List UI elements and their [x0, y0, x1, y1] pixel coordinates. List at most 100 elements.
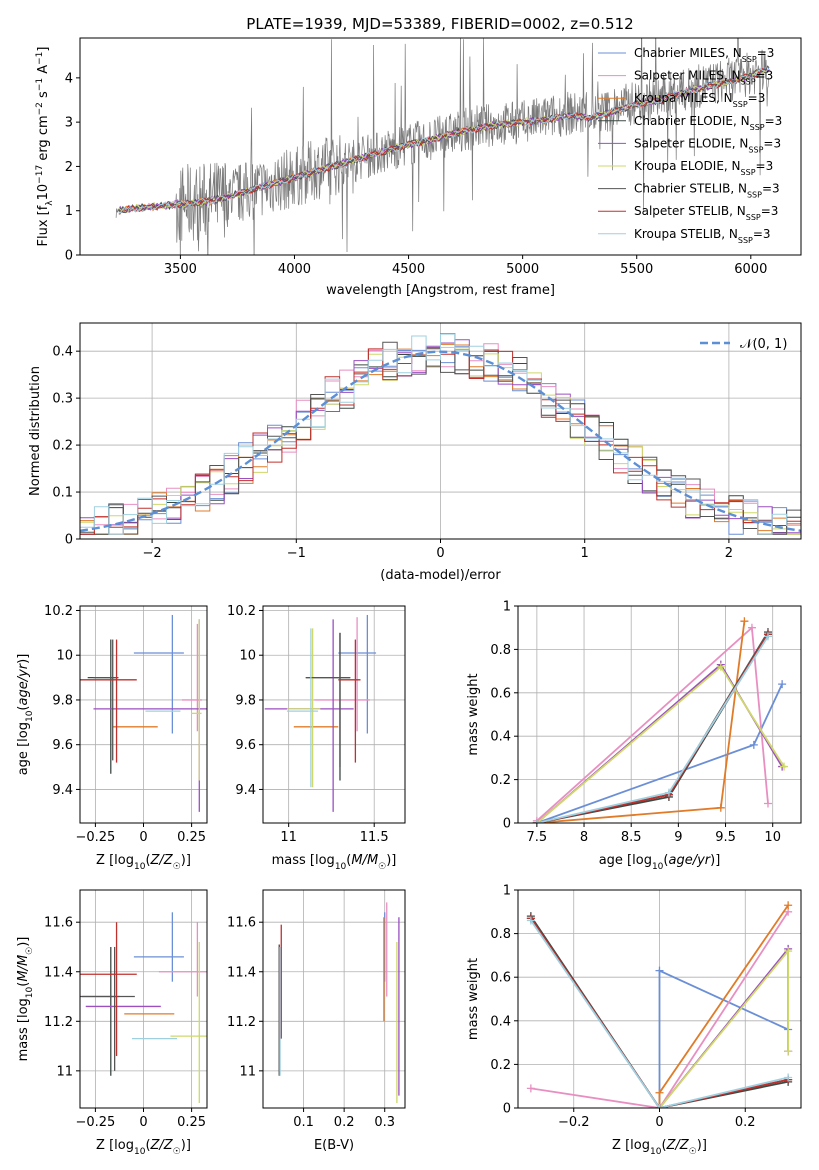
- y-axis-label: age [log10(age/yr)]: [16, 654, 35, 776]
- histogram-step: [80, 341, 801, 535]
- y-tick-label: 4: [65, 71, 73, 86]
- legend-label: Kroupa ELODIE, NSSP=3: [634, 159, 773, 177]
- y-tick-label: 9.4: [52, 783, 73, 798]
- x-axis-label: E(B-V): [314, 1138, 354, 1153]
- weight-marker: [763, 632, 772, 641]
- y-tick-label: 2: [65, 160, 73, 175]
- axes-frame: [262, 605, 406, 824]
- x-tick-label: 0.25: [177, 1115, 206, 1130]
- weight-marker: [655, 1104, 664, 1108]
- plot-area: [80, 912, 207, 1104]
- y-tick-label: 0.4: [490, 1014, 511, 1029]
- x-tick-label: 8: [580, 830, 588, 845]
- x-tick-label: 0.25: [177, 830, 206, 845]
- y-tick-label: 11.2: [44, 1015, 73, 1030]
- weight-marker: [526, 1084, 535, 1093]
- panel-weight-vs-age: 7.5 8 8.5 9 9.5 10 0 0.2 0.4 0.6 0.8 1 age [log10(ag…: [466, 600, 802, 872]
- axes-frame: [517, 605, 802, 824]
- plot-area: [80, 614, 207, 812]
- x-tick-label: 0: [655, 1115, 663, 1130]
- legend-label: Chabrier MILES, NSSP=3: [634, 46, 774, 64]
- panels: 3500 4000 4500 5000 5500 6000 0 1 2 3 4 wavelength …: [16, 37, 802, 1157]
- weight-marker: [716, 803, 725, 812]
- y-tick-label: 11.2: [227, 1015, 256, 1030]
- weight-marker: [778, 680, 787, 689]
- y-tick-label: 0.1: [52, 486, 73, 501]
- legend-label: Salpeter MILES, NSSP=3: [634, 69, 773, 87]
- x-tick-label: 0.2: [735, 1115, 756, 1130]
- y-tick-label: 0.8: [490, 927, 511, 942]
- plot-area: [278, 902, 400, 1104]
- plot-area: [264, 614, 377, 812]
- legend-label: 𝒩(0, 1): [740, 337, 787, 352]
- y-tick-label: 0.8: [490, 643, 511, 658]
- y-tick-label: 11.4: [227, 965, 256, 980]
- x-tick-label: 6000: [734, 262, 767, 277]
- x-axis-label: age [log10(age/yr)]: [599, 853, 721, 872]
- x-tick-label: 0.2: [334, 1115, 355, 1130]
- legend-label: Kroupa MILES, NSSP=3: [634, 91, 765, 109]
- x-tick-label: 8.5: [621, 830, 642, 845]
- weight-marker: [655, 966, 664, 975]
- x-tick-label: 0: [139, 1115, 147, 1130]
- x-tick-label: −1: [287, 546, 306, 561]
- y-tick-label: 10: [56, 649, 73, 664]
- x-tick-label: 5500: [620, 262, 653, 277]
- y-tick-label: 10.2: [44, 604, 73, 619]
- x-tick-label: 2: [725, 546, 733, 561]
- spectrum-data-line: [115, 38, 769, 255]
- plot-area: [532, 617, 789, 823]
- legend: Chabrier MILES, NSSP=3 Salpeter MILES, NS…: [598, 46, 782, 244]
- panel-age-vs-mass: 11 11.5 9.4 9.6 9.8 10 10.2 mass [log10(M/M☉)]: [227, 604, 406, 872]
- y-tick-label: 11.4: [44, 965, 73, 980]
- x-axis-label: wavelength [Angstrom, rest frame]: [326, 283, 555, 298]
- x-tick-label: 11: [280, 830, 297, 845]
- panel-age-vs-Z: −0.25 0 0.25 9.4 9.6 9.8 10 10.2 Z [log10(Z/Z☉)]…: [16, 604, 208, 872]
- y-tick-label: 0.2: [490, 1058, 511, 1073]
- weight-marker: [526, 916, 535, 925]
- weight-marker: [784, 901, 793, 910]
- x-axis-label: mass [log10(M/M☉)]: [272, 853, 397, 872]
- x-axis-label: Z [log10(Z/Z☉)]: [96, 853, 191, 872]
- y-axis-label: mass weight: [466, 958, 481, 1040]
- x-tick-label: 9: [674, 830, 682, 845]
- legend-label: Chabrier ELODIE, NSSP=3: [634, 114, 782, 132]
- panel-weight-vs-Z: −0.2 0 0.2 0 0.2 0.4 0.6 0.8 1 Z [log10(Z/Z☉)] mas…: [466, 884, 802, 1157]
- y-axis-label: Normed distribution: [28, 366, 43, 496]
- y-axis-label: Flux [fλ10−17 erg cm−2 s−1 A−1]: [35, 47, 55, 247]
- x-tick-label: 10: [764, 830, 781, 845]
- weight-marker: [784, 947, 793, 956]
- x-tick-label: 7.5: [527, 830, 548, 845]
- x-axis-label: (data-model)/error: [380, 568, 501, 583]
- weight-marker: [532, 819, 541, 823]
- weight-marker: [749, 740, 758, 749]
- y-tick-label: 0: [503, 1102, 511, 1117]
- weight-line: [658, 969, 789, 1108]
- panel-mass-vs-Z: −0.25 0 0.25 11 11.2 11.4 11.6 Z [log10(Z/Z☉)] m…: [16, 889, 208, 1157]
- x-tick-label: 3500: [164, 262, 197, 277]
- y-tick-label: 0.4: [490, 730, 511, 745]
- weight-marker: [780, 762, 789, 771]
- x-tick-label: −0.25: [75, 830, 115, 845]
- panel-spectrum: 3500 4000 4500 5000 5500 6000 0 1 2 3 4 wavelength …: [35, 37, 802, 298]
- y-tick-label: 0: [503, 817, 511, 832]
- x-tick-label: 11.5: [360, 830, 389, 845]
- y-tick-label: 11: [56, 1064, 73, 1079]
- x-tick-label: 0: [436, 546, 444, 561]
- y-tick-label: 1: [503, 884, 511, 899]
- y-tick-label: 9.8: [235, 693, 256, 708]
- x-tick-label: 5000: [506, 262, 539, 277]
- histogram-step: [80, 343, 801, 535]
- y-tick-label: 0.4: [52, 345, 73, 360]
- y-tick-label: 11: [239, 1064, 256, 1079]
- legend-label: Salpeter STELIB, NSSP=3: [634, 204, 778, 222]
- y-tick-label: 3: [65, 116, 73, 131]
- y-tick-label: 0.6: [490, 971, 511, 986]
- y-tick-label: 0: [65, 533, 73, 548]
- weight-marker: [784, 1073, 793, 1082]
- x-tick-label: 1: [581, 546, 589, 561]
- spectrum-model-line: [118, 67, 770, 214]
- normal-curve: [80, 350, 801, 532]
- figure-title: PLATE=1939, MJD=53389, FIBERID=0002, z=0…: [246, 15, 633, 33]
- weight-marker: [655, 1088, 664, 1097]
